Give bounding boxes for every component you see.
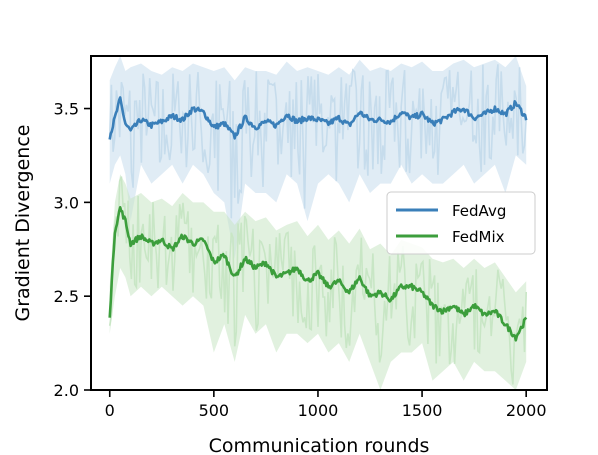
x-tick-label: 0 — [105, 401, 115, 420]
x-tick-label: 1500 — [402, 401, 443, 420]
x-tick-label: 1000 — [298, 401, 339, 420]
y-tick-label: 2.5 — [54, 287, 79, 306]
legend-label-fedmix: FedMix — [452, 228, 505, 246]
series-band-fedmix — [109, 174, 527, 390]
plot-content — [108, 56, 528, 390]
y-tick-label: 2.0 — [54, 381, 79, 400]
x-tick-label: 500 — [199, 401, 230, 420]
x-tick-label: 2000 — [506, 401, 547, 420]
series-line-fedavg — [108, 96, 528, 140]
plot-frame — [90, 55, 548, 391]
series-raw-fedavg — [108, 64, 527, 219]
y-tick-label: 3.0 — [54, 193, 79, 212]
legend-box — [386, 191, 536, 255]
series-raw-fedmix — [108, 176, 527, 385]
x-axis: 0 500 1000 1500 2000 — [105, 390, 547, 420]
legend-label-fedavg: FedAvg — [452, 202, 506, 220]
legend: FedAvg FedMix — [386, 191, 536, 255]
series-line-fedmix — [108, 206, 528, 342]
x-axis-title: Communication rounds — [209, 435, 430, 455]
y-axis-title: Gradient Divergence — [12, 125, 34, 322]
y-axis: 2.0 2.5 3.0 3.5 — [54, 100, 91, 400]
y-tick-label: 3.5 — [54, 100, 79, 119]
